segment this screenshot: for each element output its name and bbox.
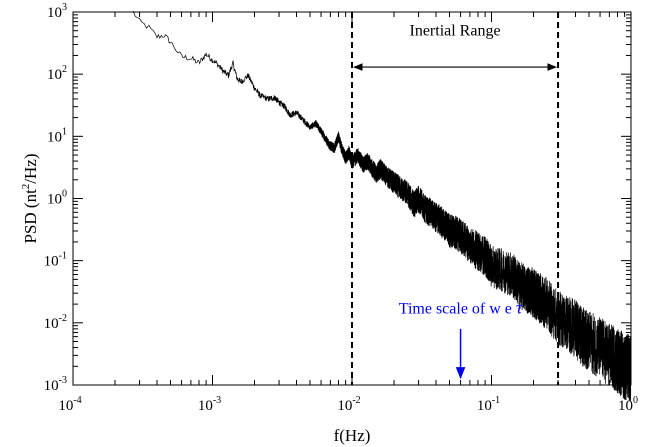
x-tick-exp: -1: [492, 395, 500, 406]
y-tick-base: 10: [44, 254, 59, 270]
x-tick-exp: -2: [352, 395, 360, 406]
x-tick-label: 100: [618, 395, 638, 414]
x-tick-base: 10: [477, 398, 492, 414]
psd-series-line: [132, 10, 632, 402]
x-tick-exp: 0: [633, 395, 638, 406]
y-tick-label: 10-3: [44, 375, 67, 394]
y-tick-base: 10: [47, 129, 62, 145]
x-tick-base: 10: [337, 398, 352, 414]
y-tick-exp: -1: [59, 251, 67, 262]
y-tick-exp: -3: [59, 375, 67, 386]
y-axis-label-tail: /Hz): [21, 153, 40, 183]
x-tick-label: 10-3: [198, 395, 221, 414]
y-tick-label: 100: [47, 189, 67, 208]
vline-layer: [351, 12, 560, 385]
y-tick-base: 10: [47, 192, 62, 208]
y-tick-label: 10-2: [44, 313, 67, 332]
x-tick-exp: -3: [213, 395, 221, 406]
y-tick-label: 101: [47, 126, 67, 145]
inertial-range-label: Inertial Range: [409, 23, 500, 40]
x-tick-label: 10-1: [477, 395, 500, 414]
y-tick-base: 10: [47, 5, 62, 21]
y-tick-exp: 3: [62, 2, 67, 13]
x-tick-label: 10-4: [58, 395, 81, 414]
y-tick-label: 10-1: [44, 251, 67, 270]
time-scale-label: Time scale of w e τ: [399, 298, 523, 318]
series-layer: [132, 10, 632, 402]
y-tick-base: 10: [44, 316, 59, 332]
x-tick-base: 10: [198, 398, 213, 414]
y-tick-base: 10: [47, 67, 62, 83]
y-tick-exp: 1: [62, 126, 67, 137]
annotation-layer: Inertial Range Time scale of w e τ: [353, 23, 558, 380]
x-tick-base: 10: [618, 398, 633, 414]
y-tick-label: 102: [47, 64, 67, 83]
y-tick-exp: -2: [59, 313, 67, 324]
y-axis-label-sup: 2: [20, 184, 32, 190]
x-axis-label: f(Hz): [334, 426, 371, 445]
x-tick-label: 10-2: [337, 395, 360, 414]
tau-symbol: τ: [516, 298, 523, 318]
x-tick-base: 10: [58, 398, 73, 414]
y-tick-exp: 2: [62, 64, 67, 75]
time-scale-label-text: Time scale of w e: [399, 301, 516, 318]
y-axis-label-main: PSD (nt: [21, 189, 40, 244]
y-tick-label: 103: [47, 2, 67, 21]
y-tick-base: 10: [44, 378, 59, 394]
y-tick-exp: 0: [62, 189, 67, 200]
y-axis-label: PSD (nt2/Hz): [20, 153, 40, 243]
x-tick-exp: -4: [73, 395, 81, 406]
tick-layer: 10-4 10-3 10-2 10-1 10010-310-210-1100101102…: [44, 2, 638, 414]
